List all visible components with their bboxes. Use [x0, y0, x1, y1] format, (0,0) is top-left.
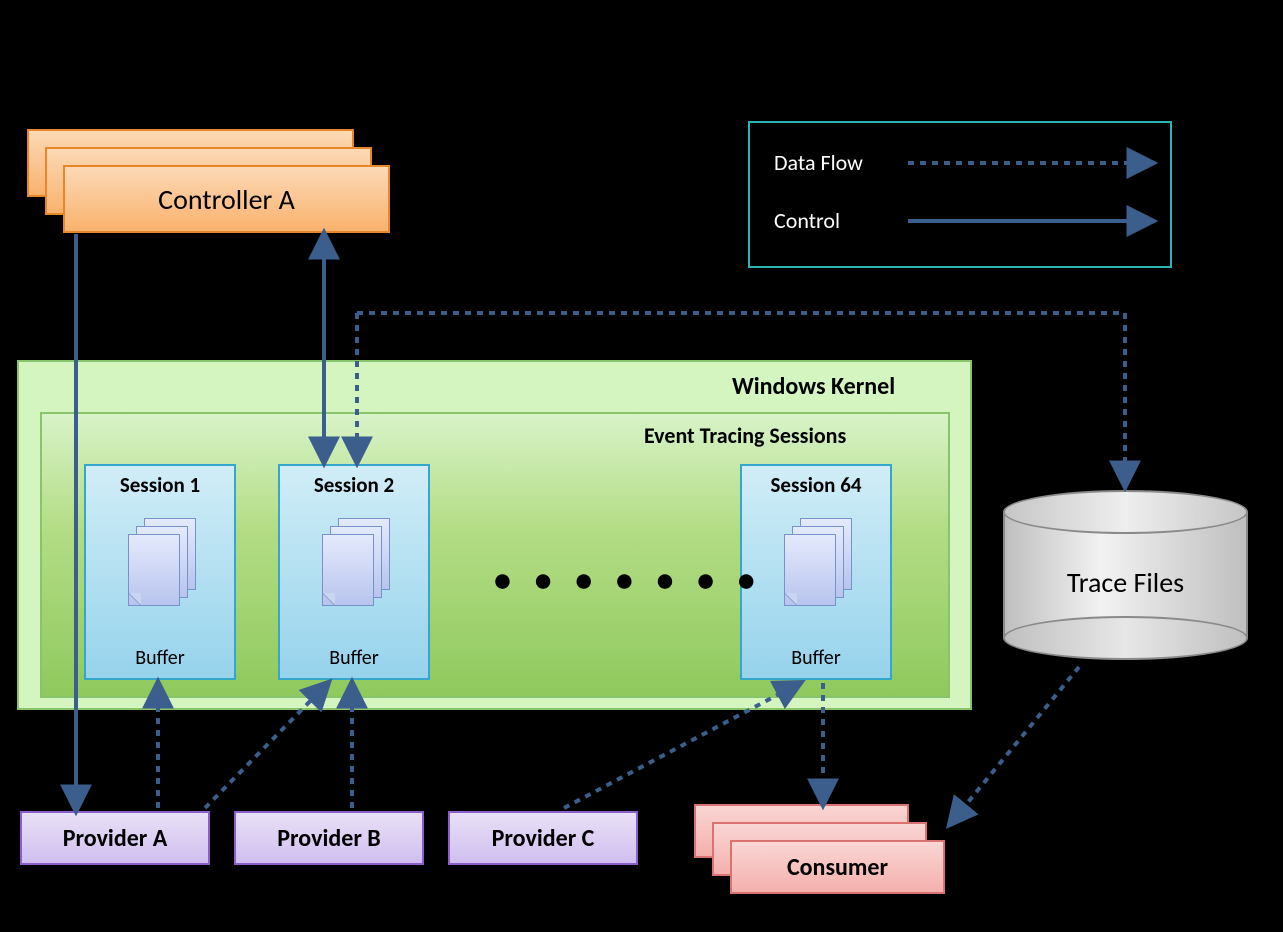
session-64: Session 64 Buffer	[740, 464, 892, 680]
provider-a-label: Provider A	[63, 824, 168, 853]
session-64-docs-icon	[784, 518, 854, 608]
provider-b-label: Provider B	[277, 824, 380, 853]
session-1-docs-icon	[128, 518, 198, 608]
provider-b: Provider B	[234, 811, 424, 865]
controller-label: Controller A	[158, 182, 295, 217]
session-1-buffer: Buffer	[86, 646, 234, 670]
kernel-inner-title: Event Tracing Sessions	[644, 422, 846, 449]
provider-c: Provider C	[448, 811, 638, 865]
cylinder-bottom-ellipse	[1003, 616, 1248, 660]
session-64-title: Session 64	[742, 472, 890, 498]
session-2-buffer: Buffer	[280, 646, 428, 670]
consumer-label: Consumer	[787, 853, 888, 882]
controller-box: Controller A	[63, 165, 390, 233]
consumer-box: Consumer	[730, 840, 945, 894]
trace-files-cylinder: Trace Files	[1003, 490, 1248, 660]
session-1-title: Session 1	[86, 472, 234, 498]
legend-row-control: Control	[774, 207, 840, 234]
trace-files-label: Trace Files	[1003, 565, 1248, 600]
session-2-docs-icon	[322, 518, 392, 608]
kernel-title: Windows Kernel	[732, 372, 895, 401]
legend-label-data-flow: Data Flow	[774, 149, 863, 176]
legend-box: Data Flow Control	[748, 121, 1172, 268]
provider-c-label: Provider C	[492, 824, 595, 853]
legend-row-data-flow: Data Flow	[774, 149, 863, 176]
session-2-title: Session 2	[280, 472, 428, 498]
session-2: Session 2 Buffer	[278, 464, 430, 680]
session-1: Session 1 Buffer	[84, 464, 236, 680]
legend-label-control: Control	[774, 207, 840, 234]
cylinder-top-ellipse	[1003, 490, 1248, 534]
sessions-ellipsis: • • • • • • •	[494, 560, 763, 601]
provider-a: Provider A	[20, 811, 210, 865]
session-64-buffer: Buffer	[742, 646, 890, 670]
